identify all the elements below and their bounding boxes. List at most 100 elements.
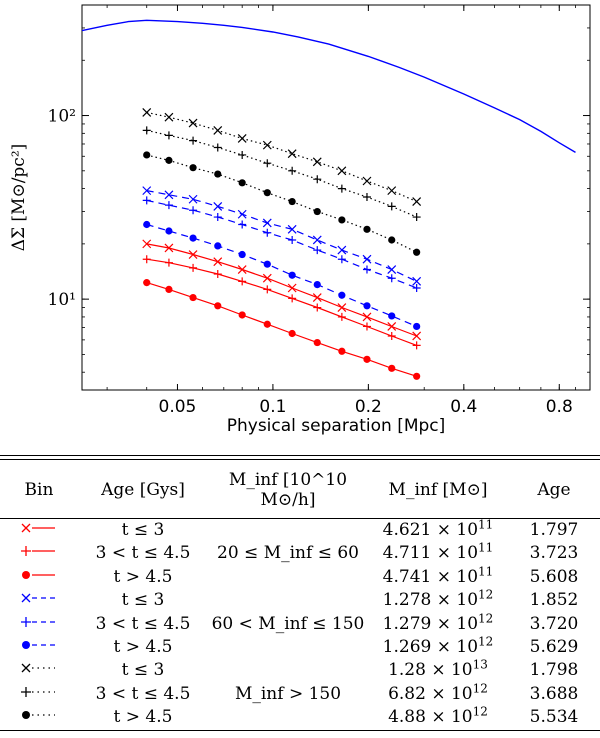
- table-double-rule: [0, 455, 600, 460]
- mass-range-cell: 60 < M_inf ≤ 150: [211, 613, 365, 634]
- data-point: [388, 312, 396, 320]
- data-point: [313, 303, 322, 312]
- minf-mantissa: 4.88 × 10: [388, 707, 473, 728]
- data-point: [338, 347, 346, 355]
- data-point: [313, 338, 321, 347]
- age-range-cell: t > 4.5: [113, 637, 173, 658]
- data-point: [142, 107, 152, 117]
- series-line: [146, 223, 417, 328]
- data-point: [337, 166, 347, 176]
- bin-symbol-cell: [0, 542, 78, 565]
- data-point: [288, 271, 296, 279]
- data-point: [363, 225, 371, 233]
- minf-exponent: 13: [472, 657, 488, 672]
- bin-symbol: [21, 523, 55, 533]
- data-point: [189, 263, 198, 272]
- data-point: [413, 248, 421, 256]
- mass-range-cell: 20 ≤ M_inf ≤ 60: [217, 543, 359, 564]
- data-point: [388, 364, 396, 372]
- bin-symbol-cell: [0, 589, 78, 612]
- data-point: [164, 258, 173, 267]
- data-point: [387, 274, 396, 283]
- data-point: [189, 293, 197, 302]
- series-2: [142, 126, 421, 222]
- age-range-cell: t ≤ 3: [121, 520, 165, 540]
- data-point: [312, 235, 322, 245]
- data-point: [312, 157, 322, 167]
- data-point: [213, 270, 222, 279]
- data-point: [387, 322, 397, 331]
- data-point: [237, 265, 247, 274]
- series-3: [143, 151, 421, 256]
- table-row: t > 4.5 1.269 × 1012 5.629: [0, 635, 600, 659]
- data-point: [263, 189, 271, 197]
- data-point: [387, 186, 397, 196]
- data-point: [165, 227, 173, 235]
- minf-value-cell: 1.269 × 1012: [368, 635, 508, 659]
- series-line: [146, 111, 417, 203]
- data-point: [142, 186, 152, 196]
- data-point: [362, 193, 371, 202]
- data-point: [238, 179, 246, 187]
- mean-age-cell: 3.688: [529, 683, 579, 704]
- mass-range-cell: [208, 566, 368, 589]
- data-point: [262, 218, 272, 228]
- data-point: [288, 235, 297, 244]
- minf-exponent: 11: [478, 564, 494, 579]
- minf-value-cell: 4.741 × 1011: [368, 564, 508, 589]
- data-point: [213, 257, 223, 267]
- series-line: [146, 243, 417, 337]
- bin-table-wrap: Bin Age [Gys] M_inf [10^10 M⊙/h] M_inf […: [0, 455, 600, 731]
- minf-exponent: 12: [472, 681, 488, 696]
- data-point: [213, 201, 223, 211]
- minf-value-cell: 4.88 × 1012: [368, 706, 508, 729]
- mass-range-cell: [208, 636, 368, 659]
- series-line: [146, 154, 417, 253]
- header-age-gys: Age [Gys]: [78, 460, 208, 519]
- data-point: [412, 213, 421, 222]
- series-6: [143, 220, 421, 331]
- chart-area: 0.05 0.1 0.2 0.4 0.8 10¹ 10² Physical separatio…: [9, 4, 591, 436]
- data-point: [164, 112, 174, 122]
- data-point: [189, 206, 198, 215]
- mean-age-cell: 1.852: [529, 590, 579, 611]
- data-point: [313, 246, 322, 255]
- x-tick-label: 0.1: [259, 397, 286, 417]
- data-point: [213, 213, 222, 222]
- data-point: [362, 265, 371, 274]
- data-point: [214, 242, 222, 250]
- table-row: t > 4.5 4.88 × 1012 5.534: [0, 706, 600, 729]
- series-7: [142, 239, 422, 341]
- minf-exponent: 12: [472, 704, 488, 719]
- series-9: [143, 279, 421, 380]
- bin-symbol: [21, 686, 55, 697]
- data-point: [164, 201, 173, 210]
- data-point: [337, 245, 347, 255]
- data-point: [165, 156, 173, 164]
- series-4: [142, 186, 422, 286]
- data-point: [164, 190, 174, 200]
- mean-age-cell: 3.720: [529, 613, 579, 634]
- minf-mantissa: 1.269 × 10: [382, 637, 479, 658]
- data-point: [263, 320, 271, 328]
- data-point: [412, 331, 422, 341]
- age-range-cell: t ≤ 3: [121, 590, 165, 611]
- data-point: [413, 322, 421, 331]
- table-body: t ≤ 3 4.621 × 1011 1.797 3 < t ≤ 4.5 20 ≤ M_…: [0, 518, 600, 730]
- minf-value-cell: 6.82 × 1012: [368, 681, 508, 706]
- data-point: [287, 149, 297, 159]
- data-point: [288, 197, 296, 206]
- data-point: [237, 134, 247, 143]
- data-point: [188, 250, 198, 259]
- table-bottom-rule: [0, 729, 600, 731]
- data-point: [143, 220, 151, 229]
- data-point: [362, 312, 372, 322]
- series-line: [146, 190, 417, 282]
- data-point: [362, 254, 372, 264]
- data-point: [263, 159, 272, 168]
- table-row: 3 < t ≤ 4.5 20 ≤ M_inf ≤ 60 4.711 × 1011 3.…: [0, 542, 600, 565]
- series-5: [142, 196, 421, 292]
- bin-symbol-cell: [0, 659, 78, 682]
- data-point: [288, 294, 297, 303]
- data-point: [213, 125, 223, 135]
